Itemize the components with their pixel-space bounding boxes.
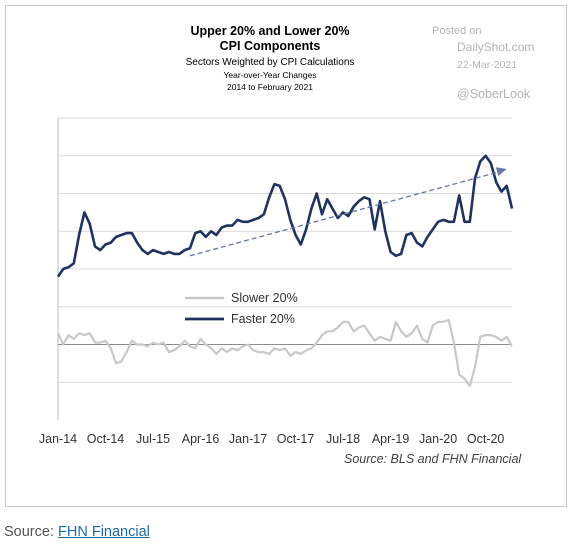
gridlines xyxy=(58,117,512,383)
x-tick-label: Jan-17 xyxy=(229,432,267,446)
series-lines xyxy=(56,154,514,388)
chart-frame xyxy=(5,5,567,507)
x-tick-label: Jan-14 xyxy=(39,432,77,446)
watermark-site: DailyShot.com xyxy=(457,40,535,54)
x-tick-label: Apr-19 xyxy=(372,432,410,446)
series-line-faster xyxy=(56,154,514,278)
legend: Slower 20% Faster 20% xyxy=(185,291,298,326)
chart-subtitle: Sectors Weighted by CPI Calculations xyxy=(185,57,355,68)
chart-subtitle-2: Year-over-Year Changes xyxy=(223,70,317,80)
source-note: Source: BLS and FHN Financial xyxy=(344,452,522,466)
trend-line xyxy=(189,171,499,257)
x-tick-label: Oct-17 xyxy=(277,432,315,446)
footer-label: Source: xyxy=(4,524,54,540)
chart-title: Upper 20% and Lower 20% xyxy=(190,24,350,38)
legend-label-faster: Faster 20% xyxy=(231,312,295,326)
x-tick-label: Jul-18 xyxy=(326,432,360,446)
x-tick-labels: Jan-14 Oct-14 Jul-15 Apr-16 Jan-17 Oct-17 Jul-… xyxy=(39,432,505,446)
footer-link[interactable]: FHN Financial xyxy=(58,524,150,540)
chart-subtitle-3: 2014 to February 2021 xyxy=(226,82,313,92)
x-tick-label: Jul-15 xyxy=(136,432,170,446)
x-tick-label: Apr-16 xyxy=(182,432,220,446)
trend-arrow xyxy=(189,167,507,257)
series-line-slower xyxy=(57,318,513,388)
watermark-date: 22-Mar-2021 xyxy=(457,59,518,71)
x-tick-label: Oct-20 xyxy=(467,432,505,446)
chart-title-line2: CPI Components xyxy=(219,39,321,53)
chart-title-block: Upper 20% and Lower 20% CPI Components S… xyxy=(140,24,400,93)
watermark-handle: @SoberLook xyxy=(457,87,531,101)
watermark-posted: Posted on xyxy=(432,25,482,37)
x-tick-label: Oct-14 xyxy=(87,432,125,446)
footer: Source: FHN Financial xyxy=(4,524,150,540)
legend-label-slower: Slower 20% xyxy=(231,291,298,305)
x-tick-label: Jan-20 xyxy=(419,432,457,446)
trend-arrowhead xyxy=(495,167,507,176)
